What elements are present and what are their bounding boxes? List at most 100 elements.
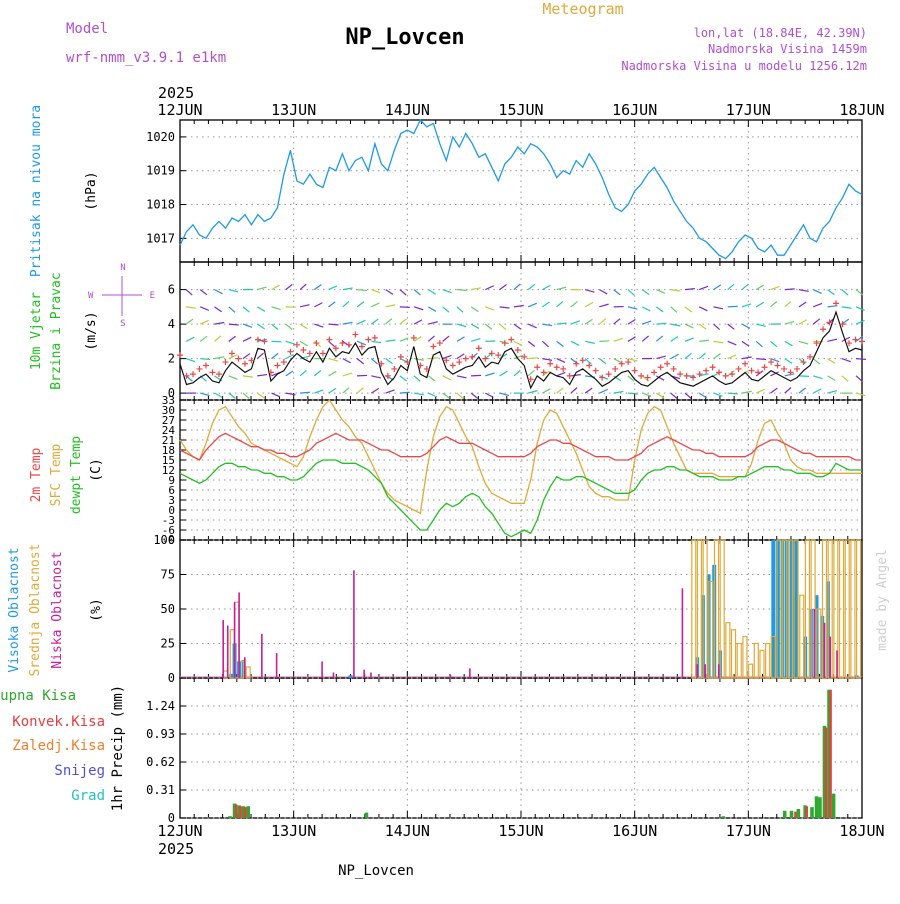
cloud-bar-low [363, 670, 365, 678]
y-tick-label: 0 [168, 811, 175, 825]
date-label-bottom: 15JUN [498, 822, 543, 840]
precip-total-title: Ukupna Kisa [0, 688, 76, 704]
y-tick-label: 50 [161, 602, 175, 616]
wind-barb [599, 341, 609, 342]
precip-bar-total [228, 816, 232, 818]
wind-barb [799, 376, 809, 377]
date-label-top: 14JUN [385, 101, 430, 119]
cloud-bar-low [353, 570, 355, 678]
wind-title-2: Brzina i Pravac [49, 272, 64, 389]
year-top: 2025 [158, 84, 194, 102]
wind-barb [200, 359, 210, 360]
cloud-bar-low [227, 626, 229, 678]
compass-n: N [120, 263, 125, 273]
wind-barb [329, 324, 339, 325]
compass-s: S [120, 319, 125, 329]
cloud-bar-low [276, 653, 278, 678]
compass-w: W [88, 291, 94, 301]
y-tick-label: 4 [168, 317, 175, 331]
wind-barb [400, 307, 410, 308]
wind-barb [400, 392, 410, 393]
temp2m-title: 2m Temp [29, 447, 44, 502]
y-tick-label: 1018 [146, 198, 175, 212]
cloud-bar-low [836, 650, 838, 678]
precip-bar-total [815, 796, 819, 818]
y-tick-label: 75 [161, 568, 175, 582]
cloud-bar-low [222, 620, 224, 678]
y-tick-label: 0.31 [146, 783, 175, 797]
cloud-bar-low [813, 609, 815, 678]
wind-barb [785, 289, 795, 290]
high-cloud-title: Visoka Oblacnost [7, 547, 22, 672]
cloud-bar-low [696, 664, 698, 678]
date-label-top: 15JUN [498, 101, 543, 119]
altitude-text: Nadmorska Visina 1459m [708, 42, 867, 56]
date-label-bottom: 13JUN [271, 822, 316, 840]
cloud-bar-low [333, 672, 335, 678]
date-label-top: 12JUN [157, 101, 202, 119]
precip-bar-total [810, 807, 814, 818]
y-tick-label: 1017 [146, 231, 175, 245]
precip-unit: 1hr Precip (mm) [110, 685, 126, 811]
cloud-bar-low [682, 588, 684, 678]
pressure-title: Pritisak na nivou mora [29, 105, 44, 277]
precip-bar-conv [806, 806, 808, 818]
y-tick-label: 33 [162, 394, 175, 407]
date-label-top: 18JUN [839, 101, 884, 119]
y-tick-label: 2 [168, 352, 175, 366]
precip-bar-conv [240, 806, 242, 818]
cloud-bar-low [261, 634, 263, 678]
date-label-bottom: 18JUN [839, 822, 884, 840]
y-tick-label: 1.24 [146, 699, 175, 713]
year-bottom: 2025 [158, 840, 194, 858]
cloud-bar-low [321, 661, 323, 678]
y-tick-label: 100 [153, 533, 175, 547]
y-tick-label: 1019 [146, 164, 175, 178]
pressure-unit: (hPa) [84, 171, 99, 210]
precip-hail-title: Grad [71, 788, 105, 804]
date-label-bottom: 16JUN [612, 822, 657, 840]
precip-snow-title: Snijeg [54, 763, 105, 779]
cloud-bar-low [238, 592, 240, 678]
mid-cloud-title: Srednja Oblacnost [28, 543, 43, 676]
y-tick-label: 0 [168, 671, 175, 685]
dewpoint-title: dewpt Temp [69, 436, 84, 514]
date-label-top: 17JUN [726, 101, 771, 119]
date-label-top: 13JUN [271, 101, 316, 119]
precip-bar-total [365, 813, 369, 818]
precip-bar-total [797, 809, 801, 818]
precip-bar-conv [794, 812, 796, 818]
precip-conv-title: Konvek.Kisa [12, 714, 105, 730]
model-altitude-text: Nadmorska Visina u modelu 1256.12m [621, 59, 867, 73]
wind-barb [457, 290, 467, 291]
cloud-bar-high [349, 675, 353, 678]
precip-bar-total [832, 794, 836, 818]
wind-unit: (m/s) [84, 311, 99, 350]
date-label-bottom: 14JUN [385, 822, 430, 840]
y-tick-label: 6 [168, 283, 175, 297]
product-title: Meteogram [542, 0, 623, 18]
date-label-top: 16JUN [612, 101, 657, 119]
cloud-bar-low [718, 664, 720, 678]
precip-bar-total [783, 811, 787, 818]
cloud-bar-low [370, 672, 372, 678]
date-label-bottom: 17JUN [726, 822, 771, 840]
y-tick-label: 0.93 [146, 727, 175, 741]
compass-e: E [150, 291, 155, 301]
cloud-bar-low [824, 623, 826, 678]
precip-frozen-title: Zaledj.Kisa [12, 738, 105, 754]
cloud-bar-low [829, 637, 831, 678]
cloud-bar-low [704, 664, 706, 678]
date-label-bottom: 12JUN [157, 822, 202, 840]
station-title: NP_Lovcen [345, 25, 464, 50]
cloud-bar-low [450, 675, 452, 678]
precip-bar-conv [829, 690, 831, 818]
credit-text: made by Angel [875, 549, 890, 651]
wind-barb [856, 359, 866, 360]
y-tick-label: 1020 [146, 130, 175, 144]
temp-unit: (C) [89, 458, 104, 481]
cloud-bar-low [469, 668, 471, 678]
low-cloud-title: Niska Oblacnost [50, 551, 65, 668]
precip-bar-conv [235, 804, 237, 818]
